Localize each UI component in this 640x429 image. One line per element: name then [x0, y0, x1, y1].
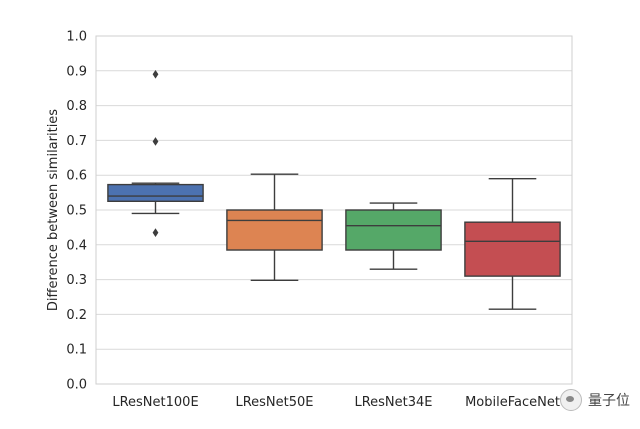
y-tick-label-8: 0.8 [66, 99, 87, 114]
iqr-box [107, 183, 204, 202]
x-tick-label-2: LResNet34E [354, 395, 432, 410]
y-tick-label-2: 0.2 [66, 308, 87, 323]
x-tick-label-0: LResNet100E [112, 395, 198, 410]
y-tick-label-1: 0.1 [66, 343, 87, 358]
x-tick-label-1: LResNet50E [235, 395, 313, 410]
outlier-point-2 [152, 228, 159, 237]
watermark-text: 量子位 [588, 393, 630, 409]
iqr-box [226, 209, 323, 251]
wechat-logo-icon [560, 389, 582, 411]
box-LResNet50E [226, 173, 323, 281]
x-tick-label-3: MobileFaceNet [465, 395, 560, 410]
iqr-box [464, 221, 561, 277]
watermark: 量子位 [560, 389, 630, 411]
y-tick-label-3: 0.3 [66, 273, 87, 288]
y-tick-label-7: 0.7 [66, 134, 87, 149]
y-axis: 0.0 0.1 0.2 0.3 0.4 0.5 0.6 0.7 0.8 0.9 1.0 [66, 30, 87, 393]
y-tick-label-6: 0.6 [66, 169, 87, 184]
outlier-point-1 [152, 137, 159, 146]
box-LResNet100E [107, 69, 204, 237]
box-LResNet34E [345, 202, 442, 270]
boxes [107, 69, 561, 310]
box-MobileFaceNet [464, 177, 561, 310]
y-tick-label-4: 0.4 [66, 238, 87, 253]
plot-frame [95, 35, 573, 385]
iqr-box [345, 209, 442, 251]
y-tick-label-10: 1.0 [66, 30, 87, 45]
y-axis-label: Difference between similarities [46, 109, 61, 311]
y-tick-label-9: 0.9 [66, 64, 87, 79]
y-tick-label-5: 0.5 [66, 204, 87, 219]
outlier-point-0 [152, 69, 159, 79]
x-axis: LResNet100E LResNet50E LResNet34E MobileFac… [112, 395, 560, 410]
y-tick-label-0: 0.0 [66, 378, 87, 393]
